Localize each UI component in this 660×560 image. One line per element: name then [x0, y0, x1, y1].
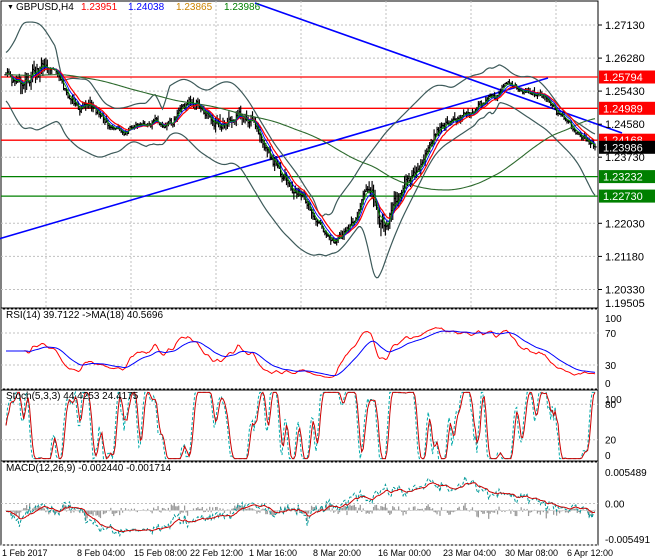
svg-text:0: 0: [605, 379, 611, 390]
svg-text:16 Mar 00:00: 16 Mar 00:00: [378, 548, 431, 558]
svg-text:1.23232: 1.23232: [603, 172, 643, 184]
svg-text:8 Mar 20:00: 8 Mar 20:00: [313, 548, 361, 558]
svg-text:1.24038: 1.24038: [128, 2, 165, 13]
svg-text:22 Feb 12:00: 22 Feb 12:00: [190, 548, 243, 558]
svg-text:1.23986: 1.23986: [603, 142, 643, 154]
svg-text:Stoch(5,3,3) 44.4253 24.4175: Stoch(5,3,3) 44.4253 24.4175: [6, 391, 139, 402]
svg-text:1 Mar 16:00: 1 Mar 16:00: [249, 548, 297, 558]
svg-text:1.22030: 1.22030: [605, 218, 645, 230]
svg-text:1 Feb 2017: 1 Feb 2017: [2, 548, 48, 558]
svg-text:15 Feb 08:00: 15 Feb 08:00: [134, 548, 187, 558]
svg-text:1.24989: 1.24989: [603, 103, 643, 115]
svg-text:1.22730: 1.22730: [603, 191, 643, 203]
svg-text:0.00: 0.00: [605, 500, 625, 511]
svg-text:1.21180: 1.21180: [605, 251, 644, 263]
svg-text:1.25794: 1.25794: [603, 72, 643, 84]
svg-text:0.005489: 0.005489: [605, 468, 647, 479]
svg-text:1.19505: 1.19505: [605, 298, 645, 310]
svg-text:100: 100: [605, 314, 622, 325]
svg-text:1.23865: 1.23865: [176, 2, 213, 13]
svg-text:1.20330: 1.20330: [605, 285, 645, 297]
svg-text:70: 70: [605, 329, 617, 340]
svg-text:8 Feb 04:00: 8 Feb 04:00: [77, 548, 125, 558]
svg-text:6 Apr 12:00: 6 Apr 12:00: [567, 548, 613, 558]
svg-text:0: 0: [605, 451, 611, 462]
svg-text:1.25430: 1.25430: [605, 86, 645, 98]
svg-text:▼: ▼: [7, 4, 14, 11]
svg-text:-0.005491: -0.005491: [605, 535, 650, 546]
svg-text:1.26280: 1.26280: [605, 53, 645, 65]
svg-text:MACD(12,26,9) -0.002440 -0.0: MACD(12,26,9) -0.002440 -0.001714: [6, 463, 172, 474]
svg-text:1.23951: 1.23951: [81, 2, 118, 13]
svg-text:80: 80: [605, 400, 617, 411]
svg-text:1.24580: 1.24580: [605, 119, 645, 131]
svg-text:30: 30: [605, 361, 617, 372]
svg-text:1.23986: 1.23986: [224, 2, 261, 13]
svg-text:20: 20: [605, 436, 617, 447]
svg-text:30 Mar 08:00: 30 Mar 08:00: [505, 548, 558, 558]
svg-text:1.27130: 1.27130: [605, 20, 645, 32]
svg-text:GBPUSD,H4: GBPUSD,H4: [16, 2, 74, 13]
svg-text:RSI(14) 39.7122 ->MA(18) 40.5: RSI(14) 39.7122 ->MA(18) 40.5696: [6, 310, 163, 321]
svg-text:23 Mar 04:00: 23 Mar 04:00: [443, 548, 496, 558]
